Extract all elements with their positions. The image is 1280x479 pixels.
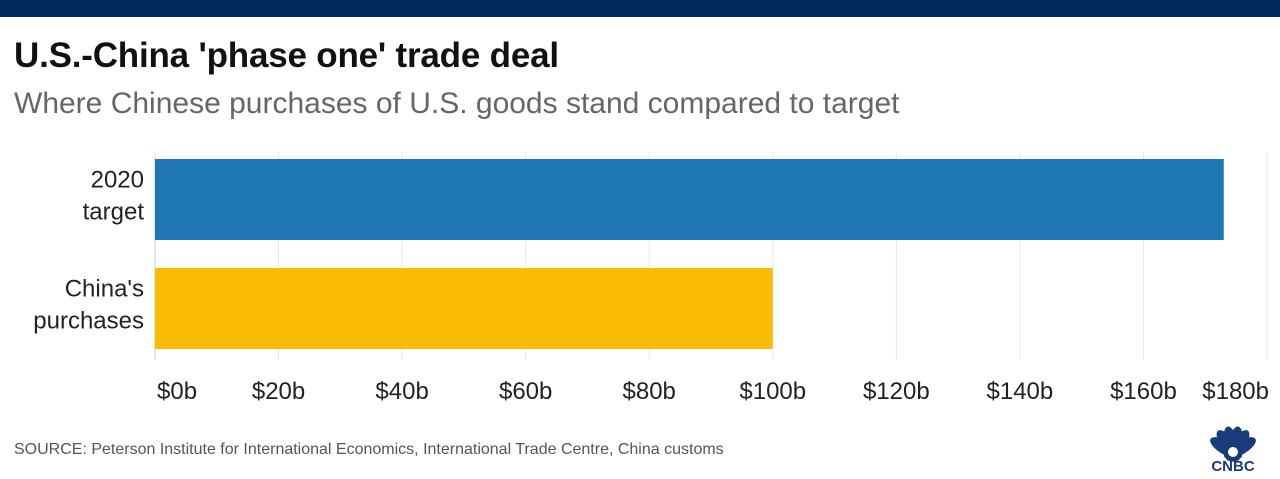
chart-title: U.S.-China 'phase one' trade deal <box>14 36 559 75</box>
peacock-icon <box>1210 426 1256 462</box>
x-tick-label-3: $60b <box>499 378 552 405</box>
x-tick-label-6: $120b <box>863 378 930 405</box>
bar-0 <box>155 159 1224 240</box>
bar-chart: 2020 target China's purchases $0b $20b $40b $60… <box>0 140 1280 410</box>
x-tick-label-9: $180b <box>1202 378 1269 405</box>
category-label-1: China's purchases <box>33 276 144 335</box>
x-tick-label-8: $160b <box>1110 378 1177 405</box>
source-note: SOURCE: Peterson Institute for Internati… <box>14 441 724 458</box>
x-tick-label-1: $20b <box>252 378 305 405</box>
x-tick-label-2: $40b <box>375 378 428 405</box>
x-tick-label-5: $100b <box>739 378 806 405</box>
x-tick-label-0: $0b <box>157 378 197 405</box>
cnbc-logo-text: CNBC <box>1211 458 1254 474</box>
top-bar <box>0 0 1280 17</box>
bar-1 <box>155 268 773 349</box>
cnbc-logo: CNBC <box>1190 408 1276 475</box>
x-tick-label-4: $80b <box>623 378 676 405</box>
category-label-0: 2020 target <box>83 167 145 226</box>
x-tick-label-7: $140b <box>987 378 1054 405</box>
chart-svg: 2020 target China's purchases $0b $20b $40b $60… <box>33 152 1269 405</box>
chart-subtitle: Where Chinese purchases of U.S. goods st… <box>14 87 900 120</box>
